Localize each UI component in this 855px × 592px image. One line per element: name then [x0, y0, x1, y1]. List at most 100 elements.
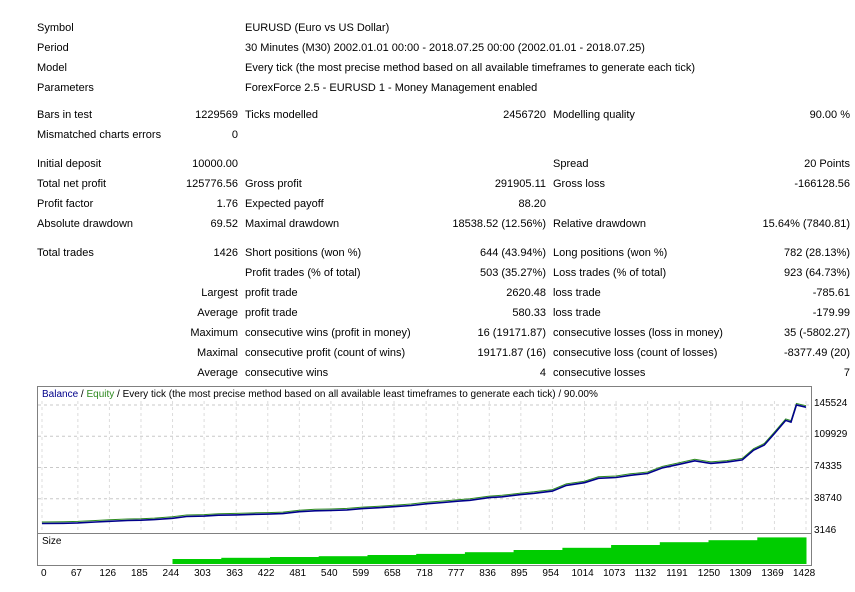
payoff-label: Expected payoff [245, 198, 324, 210]
bars-label: Bars in test [37, 109, 93, 121]
x-tick-label: 954 [542, 568, 560, 579]
maximal-loss-label: consecutive loss (count of losses) [553, 347, 718, 359]
bars-value: 1229569 [195, 109, 238, 121]
size-bar [708, 540, 758, 564]
largest-loss-label: loss trade [553, 287, 601, 299]
spread-value: 20 Points [804, 158, 850, 170]
average-loss-value: -179.99 [812, 307, 850, 319]
maximal-loss-value: -8377.49 (20) [783, 347, 850, 359]
size-bar [659, 542, 709, 564]
x-tick-label: 540 [320, 568, 338, 579]
max-losses-value: 35 (-5802.27) [783, 327, 850, 339]
x-tick-label: 1309 [729, 568, 752, 579]
ltrades-value: 923 (64.73%) [783, 267, 850, 279]
size-bar [416, 553, 466, 564]
size-bar [172, 559, 222, 564]
symbol-label: Symbol [37, 22, 74, 34]
x-tick-label: 718 [416, 568, 433, 579]
y-tick-label: 3146 [814, 525, 837, 536]
legend-separator: / [78, 389, 87, 400]
maximal-profit-value: 19171.87 (16) [477, 347, 547, 359]
avg-wins-label: consecutive wins [245, 367, 329, 379]
x-tick-label: 895 [510, 568, 528, 579]
ticks-label: Ticks modelled [245, 109, 318, 121]
mismatch-label: Mismatched charts errors [37, 129, 162, 141]
pf-label: Profit factor [37, 198, 94, 210]
x-tick-label: 67 [70, 568, 82, 579]
parameters-value: ForexForce 2.5 - EURUSD 1 - Money Manage… [245, 82, 538, 94]
size-bar [757, 537, 807, 564]
ptrades-value: 503 (35.27%) [479, 267, 546, 279]
largest-profit-value: 2620.48 [506, 287, 546, 299]
balance-chart: Balance / Equity / Every tick (the most … [37, 386, 812, 534]
long-label: Long positions (won %) [553, 247, 668, 259]
avg-losses-label: consecutive losses [553, 367, 646, 379]
y-tick-label: 145524 [814, 398, 848, 409]
parameters-label: Parameters [37, 82, 94, 94]
netprofit-label: Total net profit [37, 178, 107, 190]
maxdd-value: 18538.52 (12.56%) [452, 218, 546, 230]
legend-balance: Balance [42, 389, 79, 400]
x-tick-label: 126 [99, 568, 117, 579]
legend-equity: Equity [86, 389, 115, 400]
x-tick-label: 1428 [793, 568, 816, 579]
x-tick-label: 1014 [571, 568, 594, 579]
reldd-label: Relative drawdown [553, 218, 646, 230]
quality-label: Modelling quality [553, 109, 635, 121]
deposit-value: 10000.00 [192, 158, 238, 170]
avg-losses-value: 7 [843, 367, 850, 379]
symbol-value: EURUSD (Euro vs US Dollar) [245, 22, 390, 34]
x-tick-label: 599 [352, 568, 370, 579]
average-label: Average [197, 307, 238, 319]
x-tick-label: 777 [447, 568, 465, 579]
size-chart-svg [172, 537, 807, 564]
y-tick-label: 109929 [814, 429, 848, 440]
size-bar [270, 557, 320, 564]
x-tick-label: 836 [479, 568, 496, 579]
grossloss-label: Gross loss [553, 178, 605, 190]
ticks-value: 2456720 [503, 109, 546, 121]
model-value: Every tick (the most precise method base… [245, 62, 695, 74]
size-bar [221, 557, 271, 564]
reldd-value: 15.64% (7840.81) [762, 218, 850, 230]
legend-description: / Every tick (the most precise method ba… [114, 389, 598, 400]
equity-line [41, 402, 807, 523]
largest-loss-value: -785.61 [812, 287, 850, 299]
x-tick-label: 1132 [634, 568, 657, 579]
grossprofit-value: 291905.11 [494, 178, 546, 190]
balance-chart-svg [38, 401, 811, 533]
size-bar [464, 552, 515, 564]
balance-line [41, 404, 807, 525]
size-label: Size [42, 536, 62, 547]
ltrades-label: Loss trades (% of total) [553, 267, 667, 279]
size-panel: Size [37, 533, 812, 566]
x-tick-label: 1250 [697, 568, 721, 579]
payoff-value: 88.20 [518, 198, 546, 210]
chart-legend: Balance / Equity / Every tick (the most … [42, 388, 598, 402]
x-tick-label: 658 [384, 568, 401, 579]
maximal-profit-label: consecutive profit (count of wins) [245, 347, 406, 359]
size-bar [611, 545, 661, 564]
size-bar [562, 547, 612, 564]
spread-label: Spread [553, 158, 589, 170]
absdd-value: 69.52 [210, 218, 238, 230]
max-wins-label: consecutive wins (profit in money) [245, 327, 411, 339]
deposit-label: Initial deposit [37, 158, 102, 170]
maximal-label: Maximal [197, 347, 238, 359]
pf-value: 1.76 [216, 198, 238, 210]
trades-label: Total trades [37, 247, 94, 259]
max-losses-label: consecutive losses (loss in money) [553, 327, 723, 339]
long-value: 782 (28.13%) [783, 247, 850, 259]
x-tick-label: 303 [194, 568, 211, 579]
maximum-label: Maximum [190, 327, 238, 339]
grossprofit-label: Gross profit [245, 178, 302, 190]
avg-wins-value: 4 [539, 367, 546, 379]
size-bar [513, 550, 563, 564]
x-tick-label: 481 [289, 568, 307, 579]
avg-label: Average [197, 367, 238, 379]
y-tick-label: 38740 [814, 493, 842, 504]
model-label: Model [37, 62, 67, 74]
absdd-label: Absolute drawdown [37, 218, 134, 230]
largest-label: Largest [201, 287, 238, 299]
y-tick-label: 74335 [814, 461, 842, 472]
